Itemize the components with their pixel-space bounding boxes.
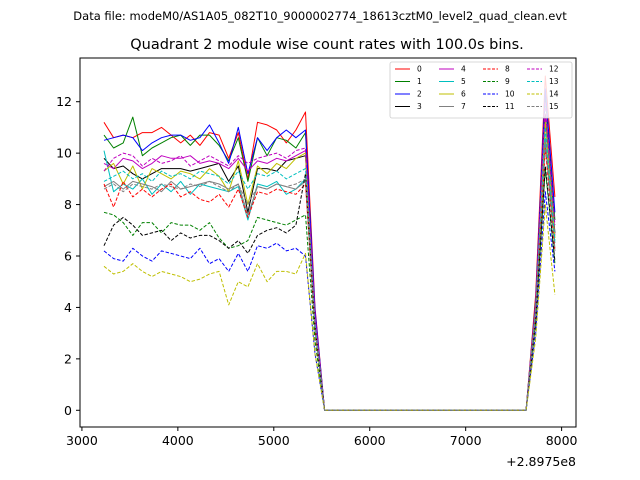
legend-label-8: 8 (505, 65, 510, 74)
legend-label-7: 7 (461, 102, 466, 111)
legend-label-2: 2 (417, 90, 422, 99)
y-axis: 0 2 4 6 8 10 12 (56, 94, 80, 418)
x-tick-label: 4000 (162, 433, 194, 448)
series-line-15 (103, 142, 556, 411)
y-tick-label: 0 (64, 403, 72, 418)
y-tick-label: 6 (64, 249, 72, 264)
axes-frame (79, 57, 577, 428)
x-tick-label: 5000 (258, 433, 290, 448)
x-axis-offset-label: +2.8975e8 (506, 454, 576, 469)
x-tick-label: 8000 (546, 433, 578, 448)
y-tick-label: 4 (64, 300, 72, 315)
y-tick-label: 2 (64, 351, 72, 366)
x-tick-label: 3000 (66, 433, 98, 448)
legend-label-5: 5 (461, 77, 466, 86)
y-tick-label: 12 (56, 94, 72, 109)
legend-label-9: 9 (505, 77, 510, 86)
x-tick-label: 7000 (450, 433, 482, 448)
legend-label-10: 10 (505, 90, 515, 99)
legend-label-12: 12 (549, 65, 559, 74)
y-tick-label: 10 (56, 146, 72, 161)
legend-label-6: 6 (461, 90, 466, 99)
legend-label-11: 11 (505, 102, 515, 111)
legend-label-3: 3 (417, 102, 422, 111)
legend-label-14: 14 (549, 90, 559, 99)
legend-label-15: 15 (549, 102, 559, 111)
legend-label-13: 13 (549, 77, 559, 86)
legend-label-1: 1 (417, 77, 422, 86)
legend-box (389, 61, 573, 119)
legend-label-4: 4 (461, 65, 466, 74)
chart-title: Quadrant 2 module wise count rates with … (130, 37, 524, 53)
y-tick-label: 8 (64, 197, 72, 212)
series-layer (103, 75, 556, 411)
figure-suptitle: Data file: modeM0/AS1A05_082T10_90000027… (73, 9, 567, 23)
plot-area (79, 57, 577, 428)
legend-label-0: 0 (417, 65, 422, 74)
x-tick-label: 6000 (354, 433, 386, 448)
x-axis: 3000 4000 5000 6000 7000 8000 (66, 427, 578, 448)
